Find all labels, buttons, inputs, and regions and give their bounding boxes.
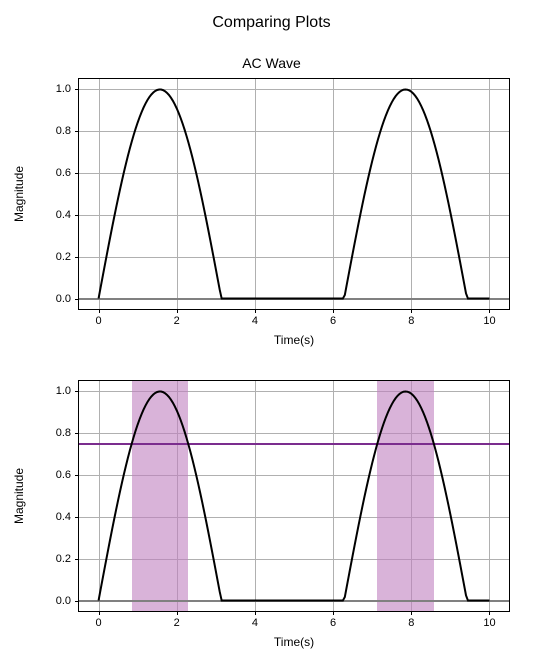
ytick-mark <box>75 257 79 258</box>
ytick-mark <box>75 215 79 216</box>
xtick-mark <box>489 309 490 313</box>
bottom-plot-area: Magnitude Time(s) 02468100.00.20.40.60.8… <box>78 380 510 612</box>
ytick-label: 1.0 <box>56 83 71 95</box>
xtick-mark <box>411 309 412 313</box>
ytick-label: 0.0 <box>56 595 71 607</box>
xtick-mark <box>255 309 256 313</box>
xtick-label: 0 <box>95 315 101 327</box>
figure: Comparing Plots AC Wave Magnitude Time(s… <box>0 0 543 672</box>
ytick-mark <box>75 433 79 434</box>
xtick-label: 4 <box>252 315 258 327</box>
gridline-v <box>333 79 334 309</box>
ytick-label: 1.0 <box>56 385 71 397</box>
xtick-mark <box>99 611 100 615</box>
top-plot-area: Magnitude Time(s) 02468100.00.20.40.60.8… <box>78 78 510 310</box>
gridline-v <box>489 79 490 309</box>
ytick-label: 0.0 <box>56 293 71 305</box>
top-ylabel: Magnitude <box>12 166 26 222</box>
xtick-label: 8 <box>408 315 414 327</box>
ytick-mark <box>75 559 79 560</box>
gridline-v <box>255 79 256 309</box>
bottom-ylabel: Magnitude <box>12 468 26 524</box>
threshold-span <box>377 381 434 611</box>
gridline-v <box>255 381 256 611</box>
xtick-mark <box>255 611 256 615</box>
ytick-mark <box>75 391 79 392</box>
gridline-h <box>79 257 509 258</box>
ytick-mark <box>75 517 79 518</box>
xtick-mark <box>411 611 412 615</box>
xtick-label: 2 <box>174 315 180 327</box>
gridline-v <box>99 79 100 309</box>
top-xlabel: Time(s) <box>274 333 314 347</box>
ytick-label: 0.4 <box>56 511 71 523</box>
ytick-label: 0.8 <box>56 125 71 137</box>
xtick-mark <box>99 309 100 313</box>
ytick-label: 0.8 <box>56 427 71 439</box>
ytick-mark <box>75 89 79 90</box>
xtick-label: 2 <box>174 617 180 629</box>
xtick-label: 0 <box>95 617 101 629</box>
ytick-label: 0.6 <box>56 167 71 179</box>
ytick-label: 0.2 <box>56 553 71 565</box>
xtick-mark <box>333 309 334 313</box>
gridline-h <box>79 131 509 132</box>
xtick-label: 10 <box>483 315 495 327</box>
xtick-mark <box>177 611 178 615</box>
zero-line <box>79 298 509 300</box>
gridline-v <box>489 381 490 611</box>
xtick-mark <box>489 611 490 615</box>
ytick-mark <box>75 131 79 132</box>
threshold-span <box>132 381 189 611</box>
gridline-v <box>411 79 412 309</box>
xtick-label: 4 <box>252 617 258 629</box>
xtick-label: 8 <box>408 617 414 629</box>
gridline-v <box>177 79 178 309</box>
ytick-mark <box>75 475 79 476</box>
xtick-label: 10 <box>483 617 495 629</box>
gridline-h <box>79 215 509 216</box>
bottom-xlabel: Time(s) <box>274 635 314 649</box>
gridline-v <box>99 381 100 611</box>
top-panel-title: AC Wave <box>0 55 543 71</box>
ytick-label: 0.6 <box>56 469 71 481</box>
gridline-h <box>79 173 509 174</box>
xtick-label: 6 <box>330 315 336 327</box>
threshold-line <box>79 443 509 445</box>
xtick-mark <box>177 309 178 313</box>
wave-curve <box>79 79 509 309</box>
gridline-v <box>333 381 334 611</box>
gridline-h <box>79 89 509 90</box>
ytick-mark <box>75 173 79 174</box>
ytick-label: 0.2 <box>56 251 71 263</box>
ytick-label: 0.4 <box>56 209 71 221</box>
figure-suptitle: Comparing Plots <box>0 14 543 32</box>
xtick-mark <box>333 611 334 615</box>
zero-line <box>79 600 509 602</box>
xtick-label: 6 <box>330 617 336 629</box>
